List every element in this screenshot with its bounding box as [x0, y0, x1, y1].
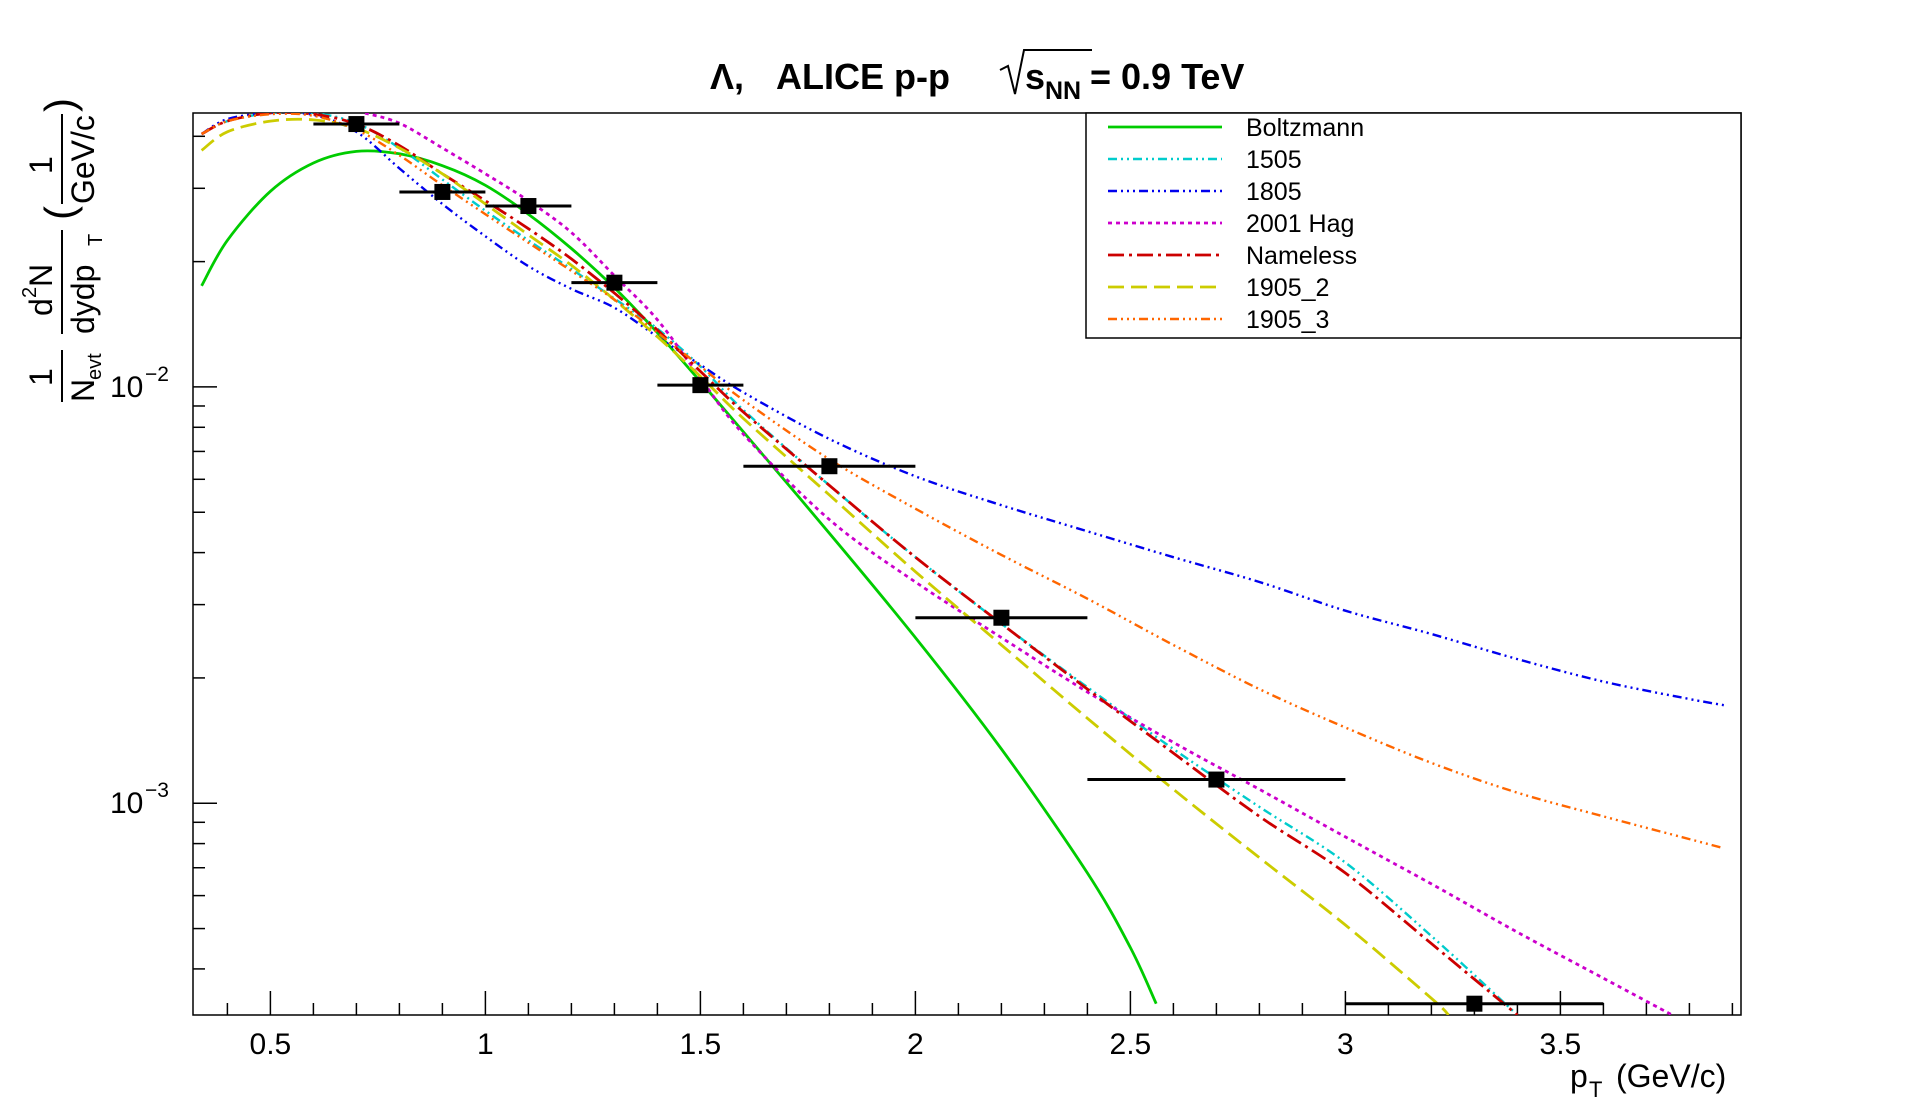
curve-boltzmann	[200, 149, 1158, 1005]
ylabel-nevt: N	[65, 379, 101, 402]
legend-label: 2001 Hag	[1246, 210, 1354, 238]
legend: Boltzmann 1505 1805 2001 Hag Nameless 1905_2 1…	[1085, 112, 1742, 339]
data-point	[399, 183, 486, 200]
x-tick-label: 2.5	[1110, 1028, 1152, 1061]
ylabel-nevt-sub: evt	[84, 353, 106, 380]
curve-1905-3	[201, 113, 1725, 850]
x-tick-label: 1	[477, 1028, 494, 1061]
legend-label: 1505	[1246, 146, 1302, 174]
legend-label: 1905_2	[1246, 274, 1329, 302]
data-marker	[692, 377, 709, 394]
ylabel-one: 1	[23, 368, 59, 386]
data-point	[1345, 995, 1604, 1012]
legend-entry-1905-3: 1905_3	[1108, 306, 1329, 334]
title-sqrt-var: s	[1025, 56, 1045, 97]
data-marker	[520, 198, 537, 215]
y-tick-label: 10 −3	[110, 779, 169, 820]
data-point	[657, 377, 744, 394]
title-suffix: = 0.9 TeV	[1090, 56, 1244, 97]
data-point	[915, 609, 1088, 626]
y-axis-tick-labels: 10−210−3	[110, 363, 169, 820]
y-tick-label: 10 −2	[110, 363, 169, 404]
xlabel-sub: T	[1589, 1077, 1602, 1102]
x-axis-label: p T (GeV/c)	[1570, 1058, 1726, 1102]
y-axis-ticks	[193, 135, 217, 970]
ylabel-N: N	[23, 264, 59, 287]
y-tick-base: 10	[110, 787, 143, 820]
ylabel-unit-one: 1	[23, 156, 59, 174]
data-marker	[1466, 995, 1483, 1012]
xlabel-unit: (GeV/c)	[1616, 1058, 1726, 1094]
chart-title: Λ, ALICE p-p s NN = 0.9 TeV	[710, 49, 1244, 105]
data-point	[313, 116, 400, 133]
legend-entry-boltzmann: Boltzmann	[1108, 114, 1364, 142]
legend-entry-1805: 1805	[1108, 178, 1302, 206]
ylabel-unit-den: GeV/c	[65, 115, 101, 204]
legend-entry-1905-2: 1905_2	[1108, 274, 1329, 302]
title-sqrt-sub: NN	[1045, 77, 1081, 105]
curve-1505	[201, 113, 1519, 1015]
data-point	[485, 198, 572, 215]
data-marker	[434, 183, 451, 200]
data-point	[743, 458, 916, 475]
y-tick-exponent: −2	[145, 363, 169, 386]
legend-entry-2001-hag: 2001 Hag	[1108, 210, 1354, 238]
data-marker	[1208, 771, 1225, 788]
ylabel-d: d	[23, 298, 59, 316]
legend-label: Nameless	[1246, 242, 1357, 270]
x-tick-label: 0.5	[250, 1028, 292, 1061]
x-tick-label: 1.5	[680, 1028, 722, 1061]
legend-label: 1905_3	[1246, 306, 1329, 334]
x-axis-tick-labels: 0.5 1 1.5 2 2.5 3 3.5	[250, 1028, 1582, 1061]
data-point	[571, 274, 658, 291]
xlabel-main: p	[1570, 1058, 1588, 1094]
data-point	[1087, 771, 1346, 788]
x-tick-label: 2	[907, 1028, 924, 1061]
title-symbol: Λ,	[710, 56, 744, 97]
legend-box	[1085, 112, 1742, 339]
data-marker	[993, 609, 1010, 626]
data-points	[313, 116, 1604, 1012]
ylabel-d-sup: 2	[19, 287, 41, 298]
ylabel-paren-open: (	[36, 206, 83, 220]
curve-1805	[200, 113, 1725, 707]
legend-entries: Boltzmann 1505 1805 2001 Hag Nameless 1905_2 1…	[1108, 114, 1364, 334]
ylabel-dydp: dydp	[65, 265, 101, 334]
y-axis-label: 1 N evt d 2 N dydp T ( 1 GeV/c )	[19, 98, 107, 402]
ylabel-paren-close: )	[36, 98, 83, 112]
data-marker	[606, 274, 623, 291]
x-tick-label: 3	[1337, 1028, 1354, 1061]
legend-label: 1805	[1246, 178, 1302, 206]
title-main: ALICE p-p	[776, 56, 950, 97]
plot-frame	[192, 112, 1742, 1016]
data-marker	[348, 116, 365, 133]
legend-label: Boltzmann	[1246, 114, 1364, 142]
y-tick-base: 10	[110, 371, 143, 404]
legend-entry-1505: 1505	[1108, 146, 1302, 174]
ylabel-dydp-sub: T	[85, 234, 107, 246]
y-tick-exponent: −3	[145, 779, 169, 802]
sqrt-radical	[999, 49, 1092, 95]
curve-nameless	[200, 113, 1519, 1015]
x-tick-label: 3.5	[1540, 1028, 1582, 1061]
legend-entry-nameless: Nameless	[1108, 242, 1357, 270]
data-marker	[821, 458, 838, 475]
